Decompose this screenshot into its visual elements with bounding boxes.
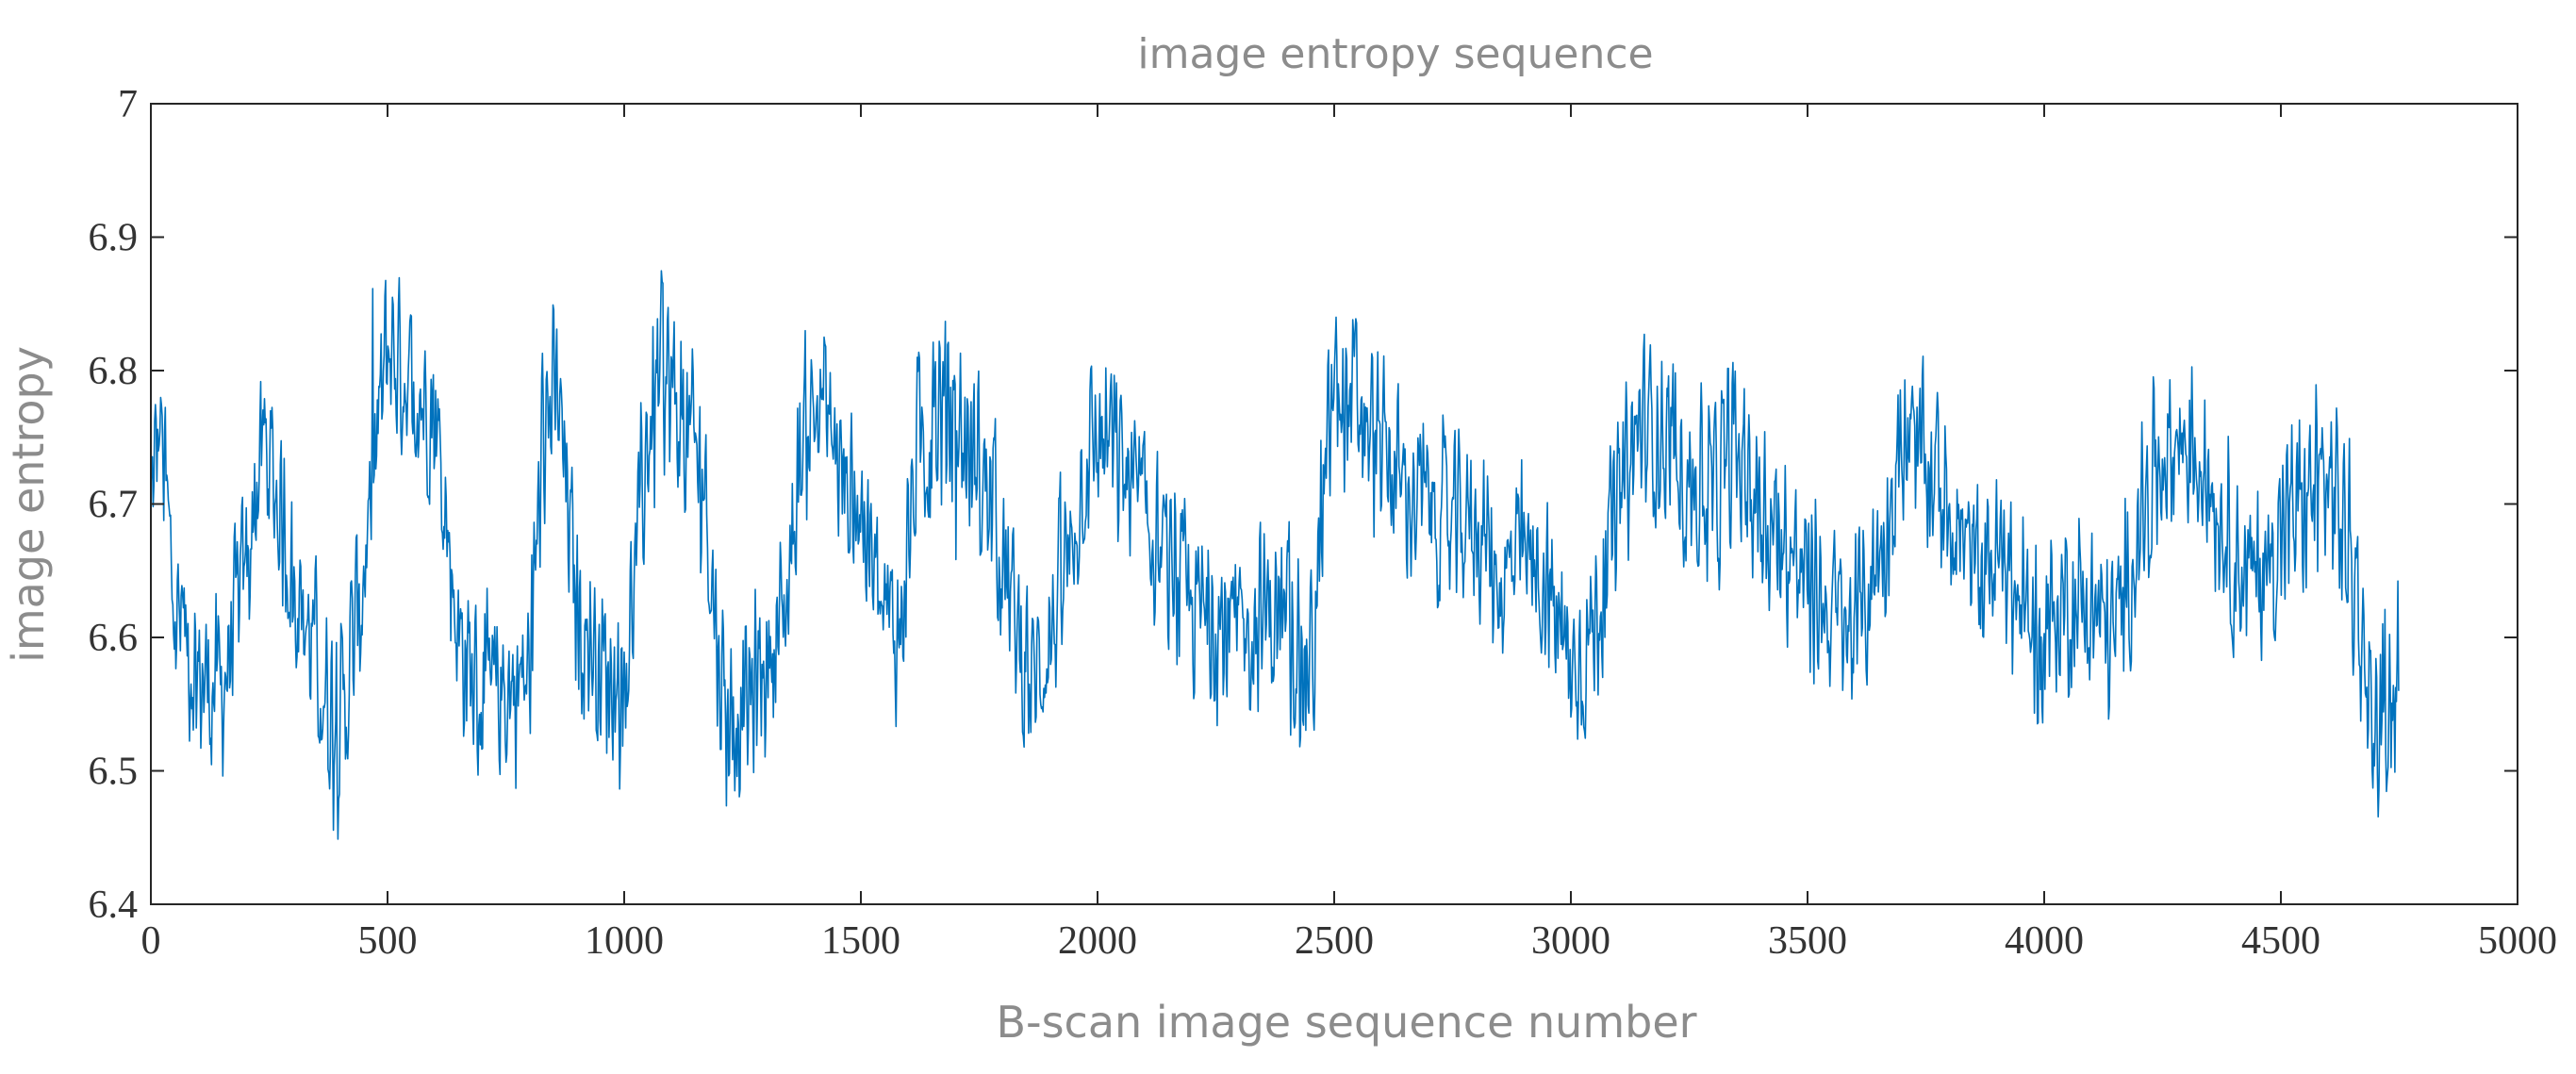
x-tick-label: 2000 xyxy=(1058,919,1137,963)
y-tick-label: 6.4 xyxy=(89,884,139,927)
y-tick-label: 6.7 xyxy=(89,484,139,527)
x-tick-label: 4500 xyxy=(2241,919,2320,963)
x-axis-ticks: 0 500 1000 1500 2000 2500 3000 3500 4000 4500 5000 xyxy=(141,104,2557,963)
y-tick-label: 7 xyxy=(118,83,138,126)
x-tick-label: 2500 xyxy=(1295,919,1374,963)
x-tick-label: 4000 xyxy=(2005,919,2084,963)
plot-area xyxy=(150,270,2400,840)
x-tick-label: 1500 xyxy=(821,919,900,963)
y-tick-label: 6.9 xyxy=(89,217,139,260)
x-tick-label: 3000 xyxy=(1531,919,1610,963)
x-tick-label: 3500 xyxy=(1768,919,1847,963)
x-tick-label: 500 xyxy=(358,919,418,963)
chart-title: image entropy sequence xyxy=(1137,30,1653,78)
y-tick-label: 6.5 xyxy=(89,751,139,794)
y-axis-label: image entropy xyxy=(3,346,54,663)
x-axis-label: B-scan image sequence number xyxy=(996,997,1696,1048)
y-tick-label: 6.6 xyxy=(89,617,139,660)
entropy-series-line xyxy=(150,270,2400,840)
x-tick-label: 5000 xyxy=(2478,919,2557,963)
x-tick-label: 0 xyxy=(141,919,161,963)
y-tick-label: 6.8 xyxy=(89,350,139,393)
x-tick-label: 1000 xyxy=(585,919,664,963)
y-axis-ticks: 6.4 6.5 6.6 6.7 6.8 6.9 7 xyxy=(89,83,2518,927)
